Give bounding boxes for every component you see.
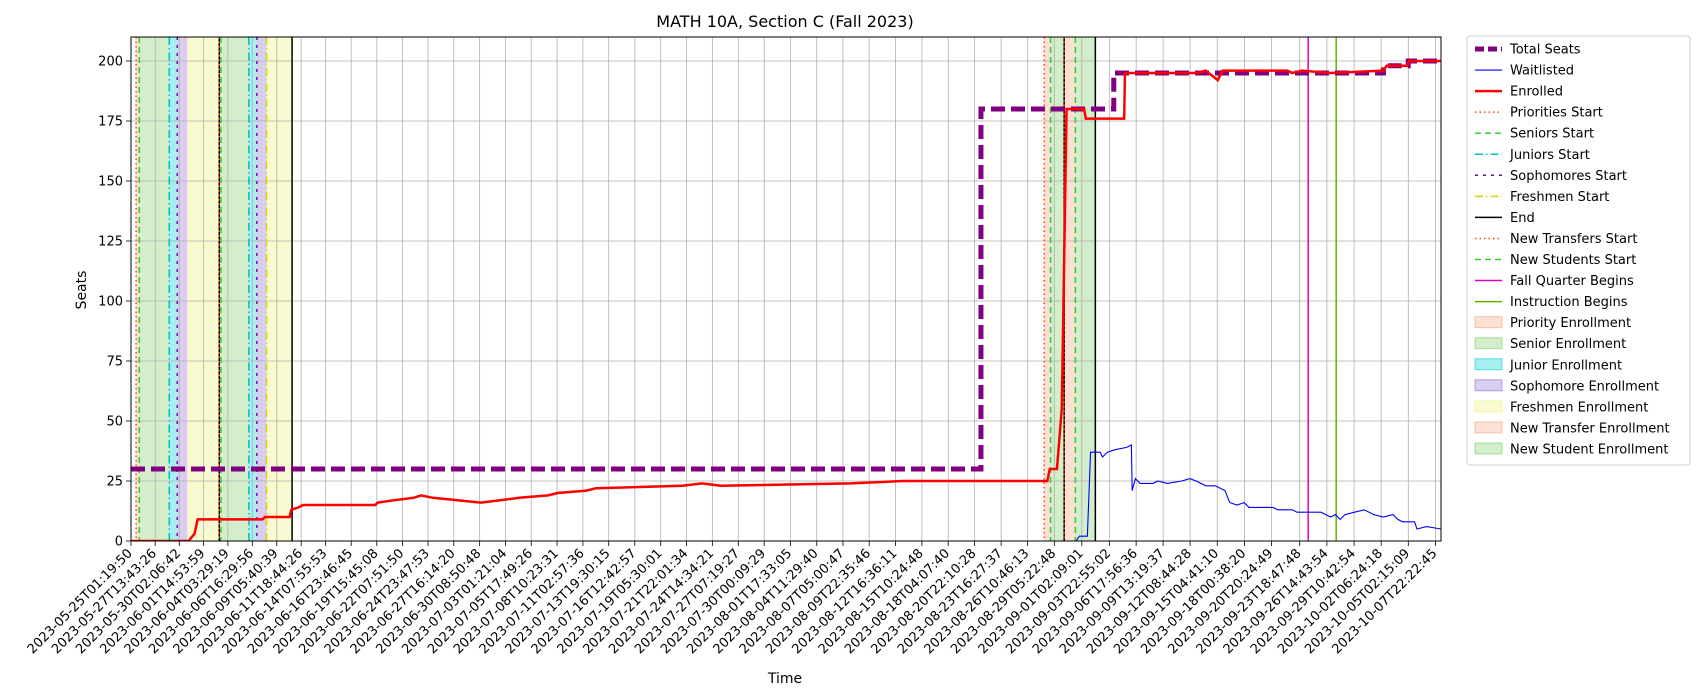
series-enrolled bbox=[131, 59, 1441, 541]
legend-item: New Students Start bbox=[1475, 253, 1636, 268]
legend-label: Instruction Begins bbox=[1510, 295, 1628, 310]
legend-swatch bbox=[1474, 358, 1503, 371]
legend-label: Enrolled bbox=[1510, 85, 1563, 100]
span-new-transfer-enrollment bbox=[1044, 37, 1051, 541]
x-axis-ticks: 2023-05-25T01:19:502023-05-27T13:43:2620… bbox=[25, 541, 1440, 657]
y-tick-label: 75 bbox=[106, 355, 123, 370]
legend-label: Freshmen Enrollment bbox=[1510, 400, 1648, 415]
legend-item: Priority Enrollment bbox=[1474, 316, 1631, 331]
legend-item: Senior Enrollment bbox=[1474, 337, 1626, 352]
legend-label: New Student Enrollment bbox=[1510, 442, 1668, 457]
series-waitlisted bbox=[131, 444, 1441, 541]
legend: Total Seats Waitlisted Enrolled Priorities … bbox=[1466, 35, 1691, 466]
legend-item: New Student Enrollment bbox=[1474, 442, 1668, 457]
legend-label: Priority Enrollment bbox=[1510, 316, 1631, 331]
legend-label: End bbox=[1510, 211, 1535, 226]
legend-item: Priorities Start bbox=[1475, 106, 1603, 121]
legend-item: Seniors Start bbox=[1475, 127, 1594, 142]
span-senior-enrollment bbox=[220, 37, 249, 541]
legend-item: Freshmen Enrollment bbox=[1474, 400, 1648, 415]
y-tick-label: 200 bbox=[98, 55, 123, 70]
y-tick-label: 125 bbox=[98, 235, 123, 250]
legend-label: Seniors Start bbox=[1510, 127, 1594, 142]
legend-item: Sophomore Enrollment bbox=[1474, 379, 1659, 394]
legend-item: Total Seats bbox=[1475, 43, 1581, 58]
legend-item: Juniors Start bbox=[1475, 148, 1590, 163]
legend-label: Senior Enrollment bbox=[1510, 337, 1626, 352]
legend-frame bbox=[1466, 35, 1691, 466]
legend-label: New Transfers Start bbox=[1510, 232, 1637, 247]
span-sophomore-enrollment bbox=[256, 37, 267, 541]
span-junior-enrollment bbox=[169, 37, 178, 541]
span-priority-enrollment bbox=[219, 37, 221, 541]
legend-item: Sophomores Start bbox=[1475, 169, 1627, 184]
legend-label: Total Seats bbox=[1509, 43, 1581, 58]
legend-swatch bbox=[1474, 337, 1503, 350]
y-tick-label: 50 bbox=[106, 415, 123, 430]
grid-lines bbox=[130, 37, 1441, 542]
legend-label: Juniors Start bbox=[1509, 148, 1590, 163]
legend-swatch bbox=[1474, 400, 1503, 413]
span-priority-enrollment bbox=[136, 37, 140, 541]
legend-item: Instruction Begins bbox=[1475, 295, 1628, 310]
legend-label: New Transfer Enrollment bbox=[1510, 421, 1670, 436]
plot-frame bbox=[130, 36, 1442, 542]
legend-swatch bbox=[1474, 442, 1503, 455]
y-tick-label: 100 bbox=[98, 295, 123, 310]
legend-label: New Students Start bbox=[1510, 253, 1636, 268]
y-tick-label: 25 bbox=[106, 475, 123, 490]
span-senior-enrollment bbox=[139, 37, 170, 541]
legend-swatch bbox=[1474, 316, 1503, 329]
legend-label: Waitlisted bbox=[1510, 64, 1574, 79]
legend-label: Priorities Start bbox=[1510, 106, 1603, 121]
legend-item: Fall Quarter Begins bbox=[1475, 274, 1634, 289]
legend-label: Fall Quarter Begins bbox=[1510, 274, 1634, 289]
legend-item: End bbox=[1475, 211, 1535, 226]
span-freshmen-enrollment bbox=[266, 37, 293, 541]
x-axis-title: Time bbox=[767, 671, 802, 687]
legend-label: Sophomores Start bbox=[1510, 169, 1627, 184]
legend-item: Enrolled bbox=[1475, 85, 1563, 100]
span-junior-enrollment bbox=[248, 37, 257, 541]
y-axis-title: Seats bbox=[74, 271, 90, 310]
legend-item: Waitlisted bbox=[1475, 64, 1574, 79]
y-axis-ticks: 0 25 50 75 100 125 150 175 200 bbox=[98, 55, 131, 550]
plot-area bbox=[130, 36, 1442, 542]
legend-label: Sophomore Enrollment bbox=[1510, 379, 1659, 394]
legend-item: Freshmen Start bbox=[1475, 190, 1609, 205]
legend-item: New Transfers Start bbox=[1475, 232, 1637, 247]
y-tick-label: 175 bbox=[98, 115, 123, 130]
legend-item: New Transfer Enrollment bbox=[1474, 421, 1670, 436]
y-tick-label: 0 bbox=[115, 535, 123, 550]
series-group bbox=[131, 58, 1441, 541]
legend-label: Freshmen Start bbox=[1510, 190, 1609, 205]
chart-title: MATH 10A, Section C (Fall 2023) bbox=[656, 12, 913, 31]
legend-item: Junior Enrollment bbox=[1474, 358, 1622, 373]
y-tick-label: 150 bbox=[98, 175, 123, 190]
legend-label: Junior Enrollment bbox=[1509, 358, 1622, 373]
span-sophomore-enrollment bbox=[177, 37, 188, 541]
span-new-transfer-enrollment bbox=[1064, 37, 1076, 541]
legend-swatch bbox=[1474, 421, 1503, 434]
legend-swatch bbox=[1474, 379, 1503, 392]
span-new-student-enrollment bbox=[1075, 37, 1096, 541]
